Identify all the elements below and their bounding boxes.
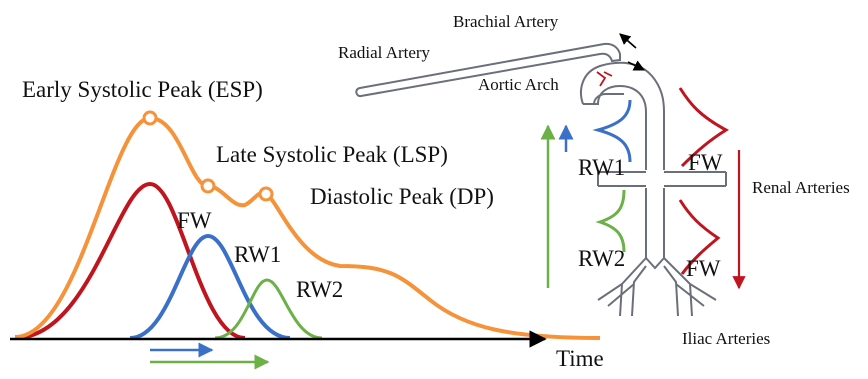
renal-arteries-vessel <box>597 171 727 187</box>
dp-label: Diastolic Peak (DP) <box>310 184 494 209</box>
time-label: Time <box>556 346 604 371</box>
fw-lower-label: FW <box>686 256 721 281</box>
esp-label: Early Systolic Peak (ESP) <box>22 77 263 102</box>
fw-lower-vessel-wave <box>678 199 721 275</box>
rw2-vessel-wave <box>595 189 626 253</box>
rw2-wave-label: RW2 <box>296 277 343 302</box>
rw2-wave-curve <box>214 278 323 340</box>
rw1-vessel-label: RW1 <box>578 155 625 180</box>
fw-upper-vessel-wave <box>678 87 729 168</box>
renal-arteries-label: Renal Arteries <box>752 178 850 197</box>
radial-artery-label: Radial Artery <box>338 43 431 62</box>
fw-upper-label: FW <box>688 150 723 175</box>
aortic-flow-arrow <box>627 60 646 71</box>
total-pressure-wave <box>14 115 601 340</box>
brachial-flow-arrow <box>619 33 637 49</box>
brachial-artery-label: Brachial Artery <box>453 12 559 31</box>
rw1-vessel-wave <box>592 99 632 163</box>
fw-wave-label: FW <box>177 208 212 233</box>
aortic-valve <box>596 71 613 87</box>
rw1-wave-label: RW1 <box>234 242 281 267</box>
aortic-arch-label: Aortic Arch <box>478 75 559 94</box>
rw2-vessel-label: RW2 <box>578 246 625 271</box>
iliac-right <box>663 257 717 317</box>
iliac-left <box>597 257 647 317</box>
dp-marker <box>258 186 274 202</box>
rw1-wave-curve <box>129 233 291 340</box>
waveform-panel: Early Systolic Peak (ESP) Late Systolic … <box>10 77 604 371</box>
esp-marker <box>142 110 158 126</box>
iliac-arteries-label: Iliac Arteries <box>682 329 770 348</box>
forward-wave-curve <box>14 181 246 340</box>
radial-artery-vessel <box>355 42 621 98</box>
lsp-marker <box>200 178 216 194</box>
lsp-label: Late Systolic Peak (LSP) <box>216 142 448 167</box>
